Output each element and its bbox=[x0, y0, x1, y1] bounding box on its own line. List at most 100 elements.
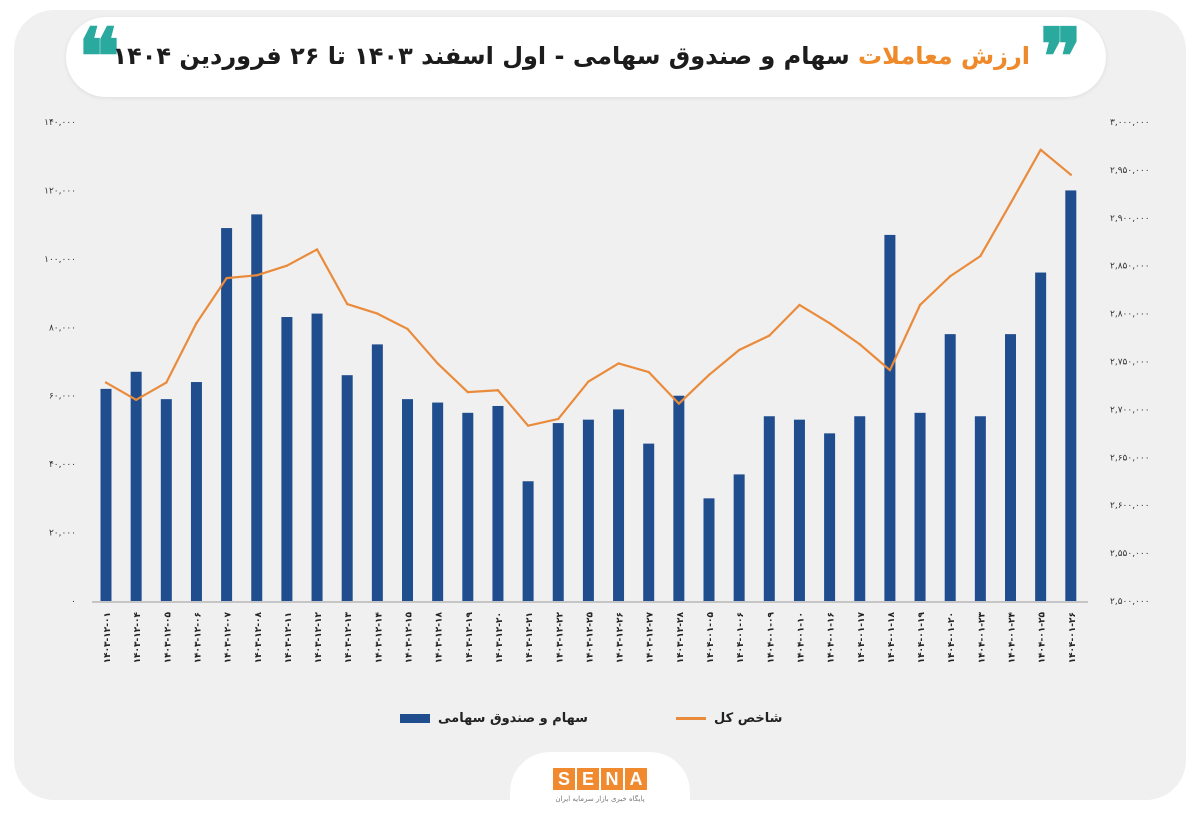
line-point bbox=[315, 248, 319, 251]
bar bbox=[341, 375, 353, 601]
bar bbox=[100, 388, 112, 601]
line-point bbox=[617, 362, 620, 365]
line-point bbox=[737, 348, 741, 352]
y-right-tick-label: ۲,۷۰۰,۰۰۰ bbox=[1110, 405, 1150, 415]
bar bbox=[1035, 272, 1047, 601]
x-tick-label: ۱۴۰۴-۰۱-۱۹ bbox=[917, 611, 927, 663]
logo-subtitle: پایگاه خبری بازار سرمایه ایران bbox=[555, 795, 645, 803]
y-right-tick-label: ۲,۹۰۰,۰۰۰ bbox=[1110, 214, 1150, 224]
logo-letter: N bbox=[601, 768, 623, 790]
x-tick-label: ۱۴۰۳-۱۲-۲۷ bbox=[646, 611, 656, 663]
bar bbox=[552, 423, 564, 601]
x-tick-label: ۱۴۰۴-۰۱-۱۷ bbox=[857, 611, 867, 663]
bar bbox=[733, 474, 745, 601]
chart-title-rest: سهام و صندوق سهامی - اول اسفند ۱۴۰۳ تا ۲… bbox=[112, 42, 859, 70]
line-point bbox=[406, 327, 409, 331]
bar bbox=[613, 409, 625, 601]
y-left-tick-label: ۱۲۰,۰۰۰ bbox=[44, 186, 76, 196]
x-tick-label: ۱۴۰۳-۱۲-۰۴ bbox=[133, 611, 143, 663]
line-point bbox=[828, 321, 831, 325]
bar bbox=[854, 416, 866, 601]
line-point bbox=[195, 321, 198, 325]
line-point bbox=[225, 276, 228, 280]
bar bbox=[763, 416, 775, 601]
legend-bars: سهام و صندوق سهامی bbox=[400, 708, 588, 728]
bar bbox=[1005, 334, 1016, 601]
chart-title: ارزش معاملات سهام و صندوق سهامی - اول اس… bbox=[112, 36, 1030, 76]
x-tick-label: ۱۴۰۳-۱۲-۱۱ bbox=[284, 612, 294, 663]
x-tick-label: ۱۴۰۴-۰۱-۱۰ bbox=[796, 612, 806, 663]
x-tick-label: ۱۴۰۳-۱۲-۲۰ bbox=[495, 612, 505, 663]
x-tick-label: ۱۴۰۳-۱۲-۰۸ bbox=[254, 611, 264, 663]
y-left-tick-label: ۶۰,۰۰۰ bbox=[49, 392, 76, 402]
line-point bbox=[949, 275, 952, 278]
quote-open-icon: ❞ bbox=[1040, 12, 1082, 103]
line-point bbox=[1009, 202, 1012, 205]
y-left-tick-label: ۴۰,۰۰۰ bbox=[49, 460, 76, 470]
x-tick-label: ۱۴۰۳-۱۲-۱۹ bbox=[465, 611, 475, 663]
x-tick-label: ۱۴۰۳-۱۲-۱۵ bbox=[405, 611, 415, 663]
logo-letter: S bbox=[553, 768, 575, 790]
x-tick-label: ۱۴۰۳-۱۲-۰۵ bbox=[163, 611, 173, 663]
bar bbox=[462, 412, 474, 601]
bar bbox=[582, 419, 594, 601]
x-tick-label: ۱۴۰۳-۱۲-۲۶ bbox=[616, 612, 626, 663]
logo-letter: E bbox=[577, 768, 599, 790]
x-tick-label: ۱۴۰۴-۰۱-۱۸ bbox=[887, 611, 897, 663]
line-point bbox=[768, 334, 771, 337]
bar bbox=[914, 412, 926, 601]
line-point bbox=[376, 312, 379, 315]
y-right-tick-label: ۲,۸۰۰,۰۰۰ bbox=[1110, 310, 1150, 320]
bar bbox=[251, 214, 263, 601]
x-tick-label: ۱۴۰۳-۱۲-۱۴ bbox=[374, 611, 384, 663]
y-right-tick-label: ۳,۰۰۰,۰۰۰ bbox=[1110, 118, 1150, 128]
line-series bbox=[105, 148, 1072, 427]
legend-bars-swatch bbox=[400, 713, 430, 723]
x-tick-label: ۱۴۰۴-۰۱-۲۶ bbox=[1068, 612, 1078, 663]
legend-line-swatch bbox=[676, 716, 706, 720]
x-tick-label: ۱۴۰۴-۰۱-۲۵ bbox=[1038, 611, 1048, 663]
x-tick-label: ۱۴۰۳-۱۲-۱۸ bbox=[435, 611, 445, 663]
title-banner bbox=[66, 17, 1106, 97]
line-point bbox=[888, 368, 892, 372]
y-left-tick-label: ۱۴۰,۰۰۰ bbox=[44, 118, 76, 128]
line-point bbox=[526, 424, 530, 427]
bar bbox=[190, 382, 202, 601]
x-tick-label: ۱۴۰۳-۱۲-۲۸ bbox=[676, 611, 686, 663]
x-tick-label: ۱۴۰۳-۱۲-۱۲ bbox=[314, 611, 324, 663]
x-tick-label: ۱۴۰۴-۰۱-۱۶ bbox=[827, 612, 837, 663]
bar bbox=[884, 234, 896, 601]
line-point bbox=[134, 398, 138, 402]
legend-line: شاخص کل bbox=[676, 708, 782, 728]
x-tick-label: ۱۴۰۴-۰۱-۰۹ bbox=[766, 611, 776, 663]
x-tick-label: ۱۴۰۴-۰۱-۲۳ bbox=[977, 611, 987, 663]
y-right-tick-label: ۲,۶۵۰,۰۰۰ bbox=[1110, 453, 1150, 463]
line-point bbox=[1039, 148, 1042, 151]
bar bbox=[643, 443, 655, 601]
bar bbox=[492, 405, 504, 601]
line-point bbox=[677, 402, 681, 405]
sena-logo: S E N A bbox=[553, 768, 647, 790]
bar bbox=[703, 498, 715, 601]
legend-line-label: شاخص کل bbox=[714, 710, 783, 726]
y-left-tick-label: ۲۰,۰۰۰ bbox=[49, 529, 76, 539]
line-point bbox=[1069, 173, 1073, 176]
line-point bbox=[496, 389, 500, 392]
line-point bbox=[647, 370, 650, 374]
x-tick-label: ۱۴۰۳-۱۲-۰۱ bbox=[103, 612, 113, 663]
x-tick-label: ۱۴۰۳-۱۲-۰۷ bbox=[224, 611, 234, 663]
y-left-tick-label: ۱۰۰,۰۰۰ bbox=[44, 255, 76, 265]
bar bbox=[824, 433, 836, 601]
bar bbox=[130, 371, 142, 601]
line-point bbox=[707, 373, 711, 377]
x-tick-label: ۱۴۰۳-۱۲-۱۳ bbox=[344, 611, 354, 663]
x-tick-label: ۱۴۰۴-۰۱-۲۰ bbox=[947, 612, 957, 663]
x-tick-label: ۱۴۰۳-۱۲-۲۵ bbox=[585, 611, 595, 663]
x-tick-label: ۱۴۰۴-۰۱-۰۵ bbox=[706, 611, 716, 663]
y-right-tick-label: ۲,۷۵۰,۰۰۰ bbox=[1110, 358, 1150, 368]
bar bbox=[371, 344, 383, 601]
x-tick-label: ۱۴۰۳-۱۲-۲۲ bbox=[555, 611, 565, 663]
line-point bbox=[104, 381, 108, 384]
bar bbox=[311, 313, 323, 601]
